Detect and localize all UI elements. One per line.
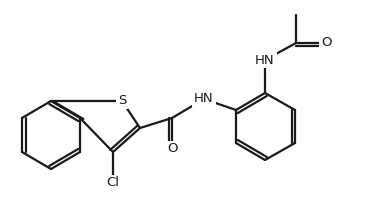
- Text: S: S: [118, 95, 126, 107]
- Text: O: O: [321, 36, 331, 50]
- Text: HN: HN: [255, 53, 275, 67]
- Text: HN: HN: [194, 93, 214, 105]
- Text: O: O: [167, 143, 177, 156]
- Text: Cl: Cl: [106, 177, 119, 189]
